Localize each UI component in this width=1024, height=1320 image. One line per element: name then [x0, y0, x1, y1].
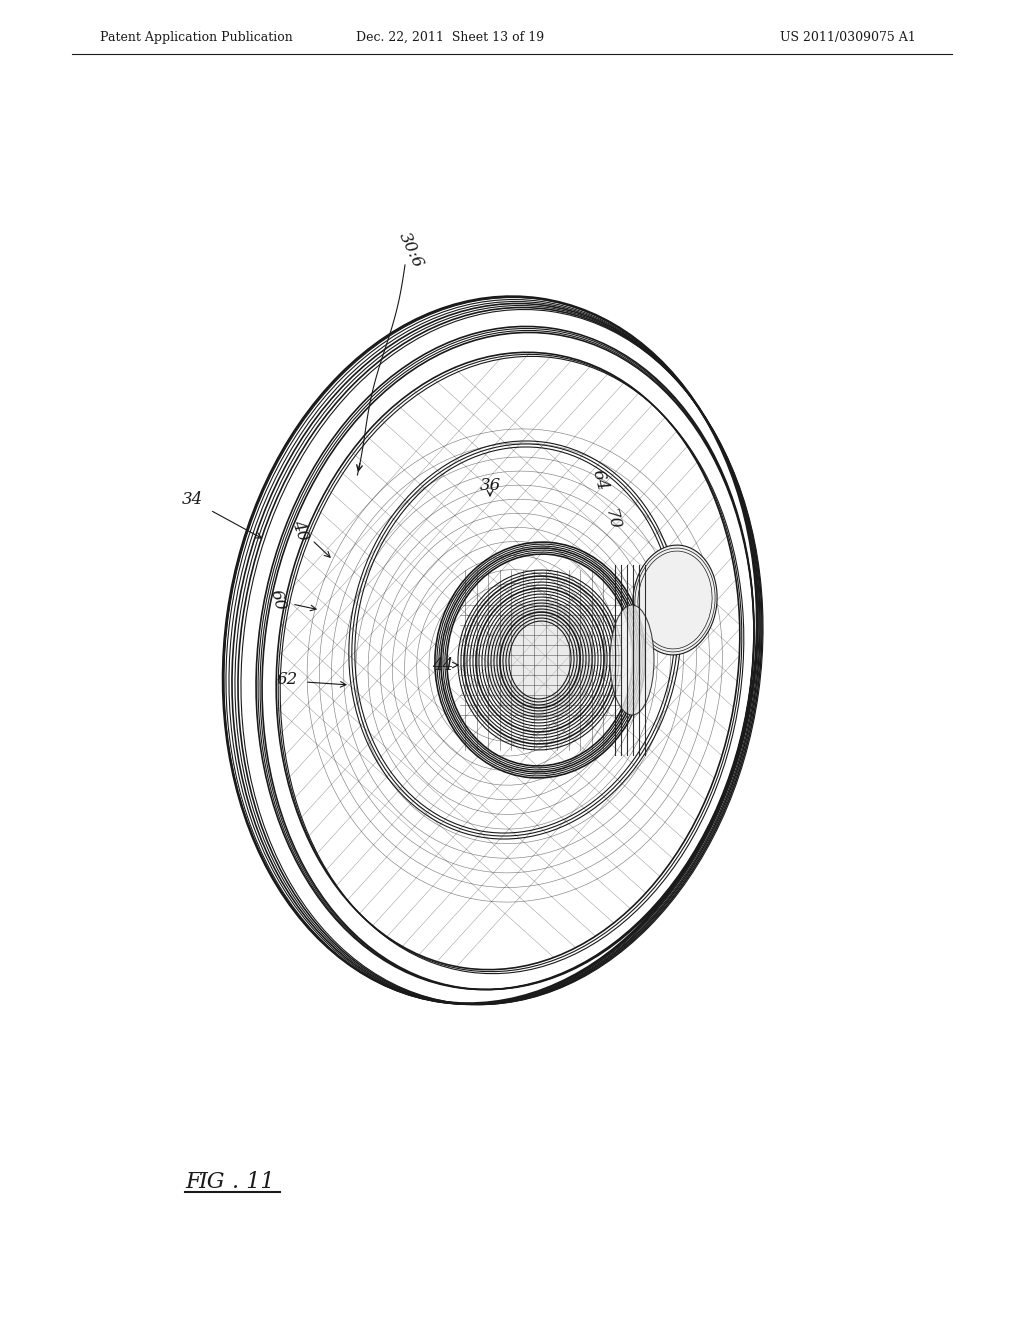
- Text: IG: IG: [198, 1171, 224, 1193]
- Text: 44: 44: [432, 656, 454, 673]
- Text: 60: 60: [267, 587, 289, 612]
- Text: . 11: . 11: [232, 1171, 274, 1193]
- Ellipse shape: [276, 352, 739, 970]
- Text: Patent Application Publication: Patent Application Publication: [100, 30, 293, 44]
- Ellipse shape: [485, 601, 595, 719]
- Text: F: F: [185, 1171, 201, 1193]
- Ellipse shape: [633, 545, 717, 655]
- Text: 34: 34: [181, 491, 203, 508]
- Text: 40: 40: [289, 517, 311, 543]
- Text: 64: 64: [589, 467, 611, 492]
- Text: US 2011/0309075 A1: US 2011/0309075 A1: [780, 30, 915, 44]
- Ellipse shape: [610, 605, 654, 715]
- Text: 30:6: 30:6: [395, 230, 426, 271]
- Text: 70: 70: [601, 507, 623, 532]
- Text: Dec. 22, 2011  Sheet 13 of 19: Dec. 22, 2011 Sheet 13 of 19: [356, 30, 544, 44]
- Text: 36: 36: [479, 477, 501, 494]
- Text: 62: 62: [276, 672, 298, 689]
